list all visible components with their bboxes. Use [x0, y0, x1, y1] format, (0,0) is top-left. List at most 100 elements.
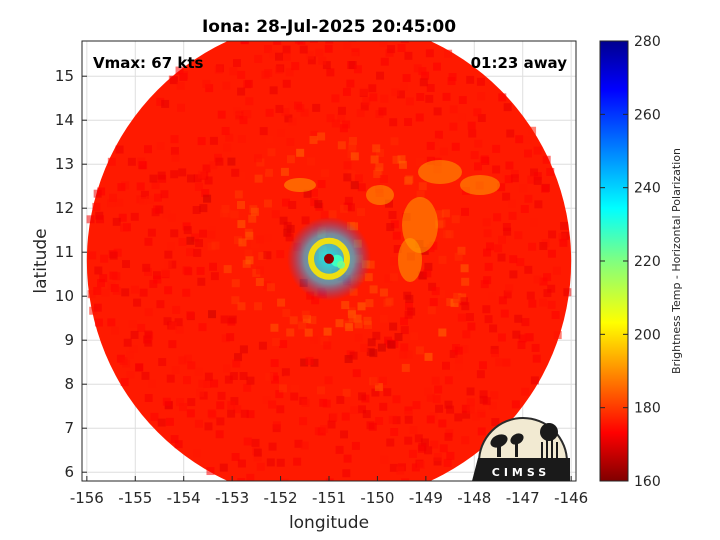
swath-pixel [404, 310, 413, 319]
swath-pixel [425, 94, 434, 103]
storm-eye [324, 253, 334, 264]
swath-pixel [483, 248, 492, 257]
swath-pixel [435, 404, 444, 413]
swath-pixel [340, 204, 349, 213]
colorbar-tick-label: 160 [634, 474, 661, 490]
swath-pixel [482, 397, 491, 406]
swath-pixel [359, 87, 368, 96]
swath-pixel [231, 296, 240, 305]
time-offset-annotation: 01:23 away [471, 54, 568, 72]
swath-pixel [186, 409, 195, 418]
swath-pixel [360, 343, 369, 352]
swath-pixel [528, 126, 537, 135]
swath-pixel [87, 290, 96, 299]
swath-pixel [263, 251, 272, 260]
y-tick-label: 12 [55, 199, 74, 217]
swath-pixel [186, 248, 195, 257]
swath-pixel [335, 319, 344, 328]
swath-pixel [305, 51, 314, 60]
swath-pixel [474, 139, 483, 148]
swath-pixel [515, 135, 524, 144]
swath-pixel [257, 164, 266, 173]
swath-pixel [480, 280, 489, 289]
swath-pixel [431, 376, 440, 385]
swath-pixel [97, 187, 106, 196]
swath-pixel [121, 288, 130, 297]
swath-pixel [210, 277, 219, 286]
swath-pixel [107, 318, 116, 327]
swath-pixel [392, 395, 401, 404]
swath-pixel [187, 398, 196, 407]
swath-pixel [476, 370, 485, 379]
swath-pixel [243, 110, 252, 119]
swath-pixel [187, 361, 196, 370]
swath-pixel [269, 50, 278, 59]
swath-pixel [206, 467, 215, 476]
swath-pixel [468, 129, 477, 138]
swath-pixel [230, 397, 239, 406]
swath-pixel [299, 417, 308, 426]
swath-pixel [370, 155, 379, 164]
swath-pixel [204, 372, 213, 381]
swath-pixel [347, 170, 356, 179]
swath-pixel [152, 271, 161, 280]
swath-pixel [161, 268, 170, 277]
swath-pixel [136, 182, 145, 191]
swath-pixel [208, 310, 217, 319]
swath-pixel [324, 376, 333, 385]
swath-pixel [529, 218, 538, 227]
swath-pixel [420, 438, 429, 447]
swath-pixel [300, 441, 309, 450]
swath-pixel [426, 141, 435, 150]
swath-pixel [367, 338, 376, 347]
swath-pixel [227, 401, 236, 410]
swath-pixel [558, 233, 567, 242]
swath-pixel [364, 273, 373, 282]
swath-pixel [139, 161, 148, 170]
swath-pixel [390, 137, 399, 146]
swath-pixel [135, 363, 144, 372]
swath-pixel [497, 183, 506, 192]
y-tick-label: 8 [64, 375, 74, 393]
swath-pixel [169, 76, 178, 85]
swath-pixel [94, 318, 103, 327]
swath-pixel [205, 84, 214, 93]
swath-pixel [192, 205, 201, 214]
swath-pixel [341, 301, 350, 310]
x-tick-label: -154 [167, 489, 201, 507]
swath-pixel [217, 391, 226, 400]
swath-pixel [300, 358, 309, 367]
swath-pixel [176, 398, 185, 407]
swath-pixel [358, 392, 367, 401]
swath-pixel [390, 428, 399, 437]
swath-pixel [433, 62, 442, 71]
swath-pixel [251, 438, 260, 447]
swath-pixel [210, 379, 219, 388]
swath-pixel [454, 252, 463, 261]
swath-pixel [310, 130, 319, 139]
swath-pixel [281, 198, 290, 207]
swath-pixel [524, 333, 533, 342]
swath-pixel [314, 427, 323, 436]
swath-pixel [430, 137, 439, 146]
swath-pixel [293, 457, 302, 466]
x-axis-label: longitude [289, 513, 369, 533]
swath-pixel [270, 359, 279, 368]
swath-pixel [89, 306, 98, 315]
swath-pixel [150, 412, 159, 421]
colorbar: 160 180 200 220 240 260 280 Brightness Temp - … [599, 34, 683, 490]
swath-pixel [237, 200, 246, 209]
swath-pixel [244, 79, 253, 88]
swath-pixel [390, 257, 399, 266]
swath-pixel [168, 260, 177, 269]
swath-pixel [219, 463, 228, 472]
swath-pixel [410, 332, 419, 341]
swath-pixel [405, 97, 414, 106]
swath-pixel [457, 313, 466, 322]
swath-pixel [353, 314, 362, 323]
swath-pixel [389, 118, 398, 127]
swath-pixel [170, 435, 179, 444]
swath-pixel [352, 369, 361, 378]
swath-pixel [144, 393, 153, 402]
swath-pixel [128, 320, 137, 329]
